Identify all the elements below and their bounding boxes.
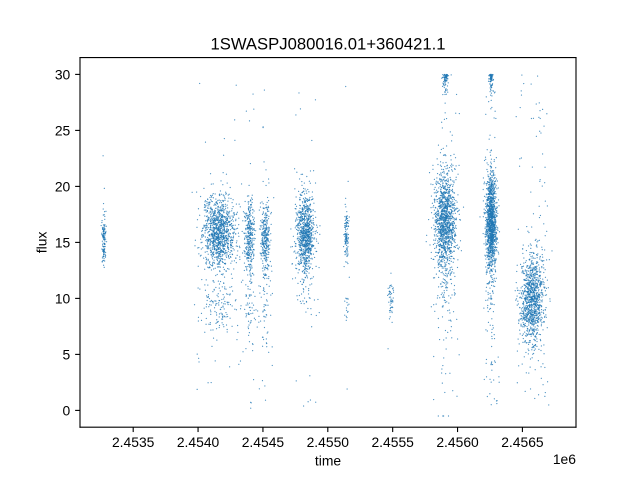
svg-text:0: 0 — [63, 402, 71, 418]
svg-text:5: 5 — [63, 346, 71, 362]
svg-text:25: 25 — [55, 122, 71, 138]
svg-text:20: 20 — [55, 178, 71, 194]
svg-text:10: 10 — [55, 290, 71, 306]
svg-text:1SWASPJ080016.01+360421.1: 1SWASPJ080016.01+360421.1 — [210, 34, 445, 53]
svg-text:2.4565: 2.4565 — [501, 434, 544, 450]
svg-text:flux: flux — [33, 232, 49, 254]
svg-text:2.4545: 2.4545 — [242, 434, 285, 450]
svg-text:1e6: 1e6 — [553, 451, 576, 467]
svg-text:2.4540: 2.4540 — [177, 434, 220, 450]
svg-text:time: time — [315, 452, 341, 468]
svg-text:2.4535: 2.4535 — [112, 434, 155, 450]
svg-text:2.4560: 2.4560 — [436, 434, 479, 450]
svg-text:2.4555: 2.4555 — [371, 434, 414, 450]
svg-text:2.4550: 2.4550 — [307, 434, 350, 450]
svg-text:30: 30 — [55, 66, 71, 82]
svg-text:15: 15 — [55, 234, 71, 250]
